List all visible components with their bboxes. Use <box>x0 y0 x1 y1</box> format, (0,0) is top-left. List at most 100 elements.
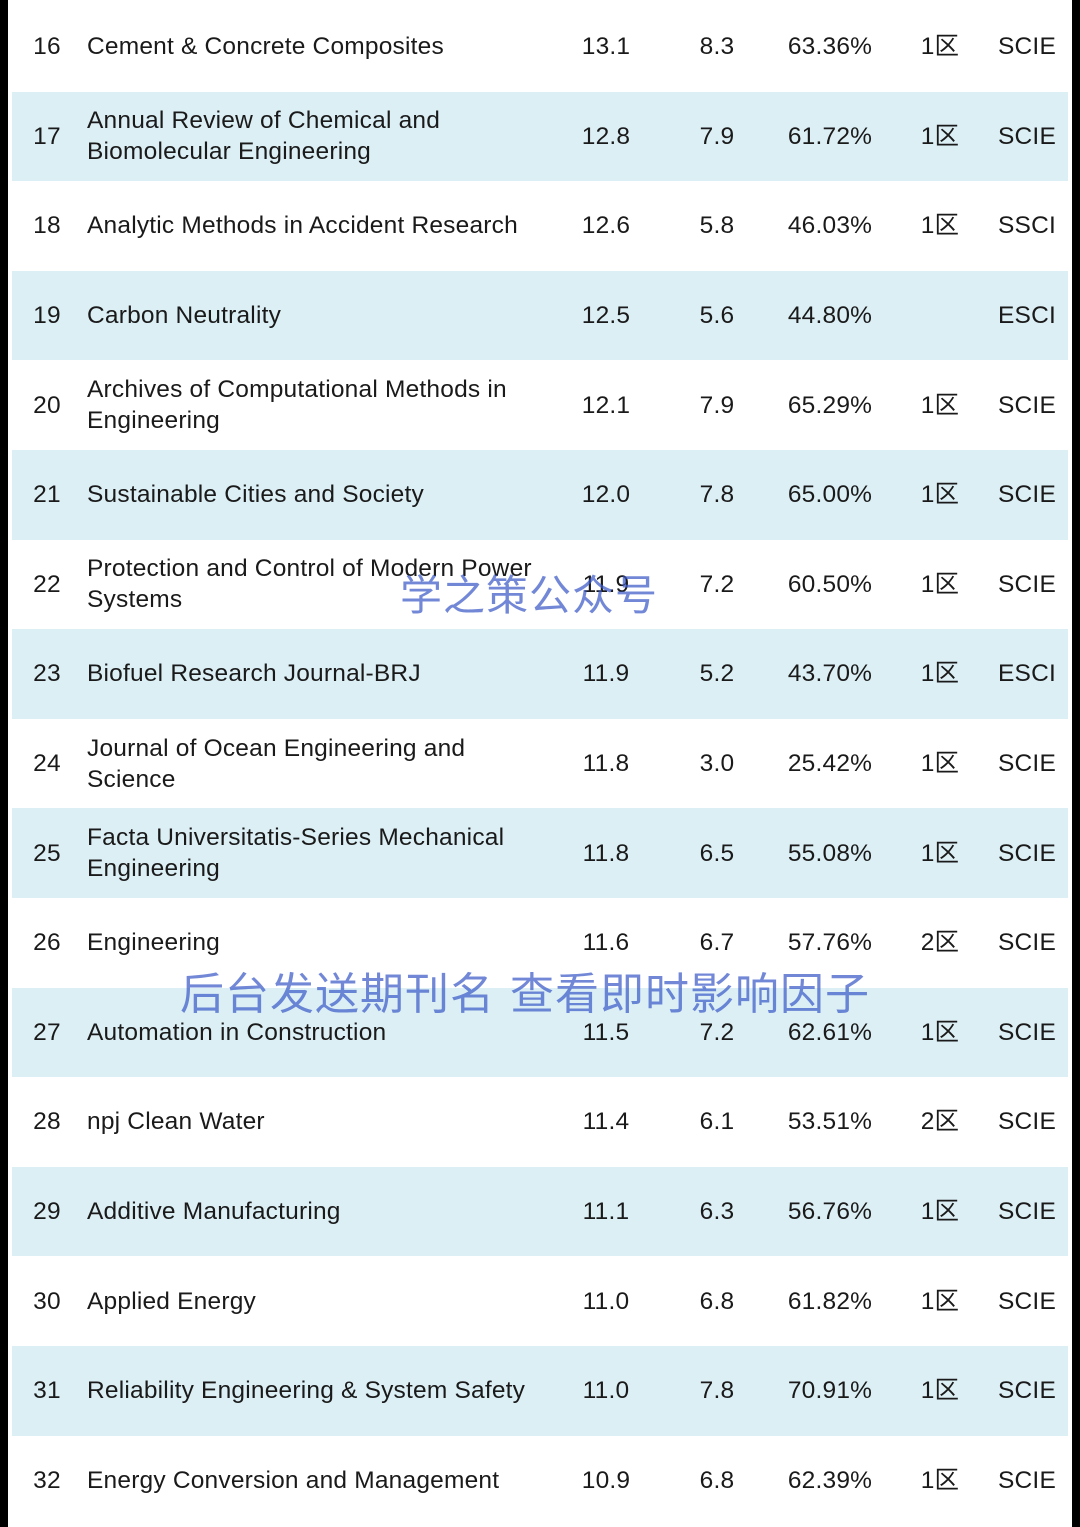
five-year-cell: 5.2 <box>699 660 735 688</box>
journal-name-cell: Applied Energy <box>87 1287 256 1315</box>
five-year-cell: 8.3 <box>699 33 735 61</box>
impact-factor-cell: 12.0 <box>581 481 631 509</box>
index-cell: SCIE <box>998 839 1056 867</box>
zone-cell: 1区 <box>920 481 960 509</box>
table-row: 17 Annual Review of Chemical and Biomolec… <box>12 91 1068 182</box>
journal-name-cell: Energy Conversion and Management <box>87 1466 500 1494</box>
journal-name-cell: npj Clean Water <box>87 1108 265 1136</box>
impact-factor-cell: 11.8 <box>582 839 630 867</box>
index-cell: SCIE <box>998 1287 1056 1315</box>
table-row: 25 Facta Universitatis-Series Mechanical … <box>12 808 1068 898</box>
rank-cell: 20 <box>33 391 61 419</box>
impact-factor-cell: 11.9 <box>582 660 630 688</box>
impact-factor-cell: 11.1 <box>582 1198 630 1226</box>
zone-cell <box>910 271 970 361</box>
rank-cell: 19 <box>33 302 61 330</box>
percent-cell: 65.29% <box>787 391 873 419</box>
percent-cell: 57.76% <box>787 929 873 957</box>
percent-cell: 62.39% <box>787 1466 873 1494</box>
table-row: 22 Protection and Control of Modern Power… <box>12 540 1068 630</box>
rank-cell: 25 <box>33 839 61 867</box>
impact-factor-cell: 12.5 <box>581 302 631 330</box>
percent-cell: 62.61% <box>787 1018 873 1046</box>
percent-cell: 43.70% <box>787 660 873 688</box>
journal-name-cell: Sustainable Cities and Society <box>87 481 424 509</box>
journal-name-cell: Reliability Engineering & System Safety <box>87 1377 526 1405</box>
journal-name-cell: Engineering <box>87 929 220 957</box>
table-row: 27 Automation in Construction 11.5 7.2 62.61… <box>12 987 1068 1078</box>
zone-cell: 1区 <box>920 1018 960 1046</box>
five-year-cell: 7.9 <box>699 391 735 419</box>
index-cell: SCIE <box>998 33 1056 61</box>
index-cell: ESCI <box>998 660 1056 688</box>
percent-cell: 61.72% <box>787 122 873 150</box>
rank-cell: 22 <box>33 570 61 598</box>
index-cell: ESCI <box>998 302 1056 330</box>
journal-name-cell: Protection and Control of Modern Power S… <box>87 555 532 614</box>
table-row: 16 Cement & Concrete Composites 13.1 8.3 63.… <box>12 2 1068 92</box>
journal-name-cell: Facta Universitatis-Series Mechanical En… <box>87 824 505 883</box>
journal-name-cell: Additive Manufacturing <box>87 1198 341 1226</box>
journal-table: 16 Cement & Concrete Composites 13.1 8.3 63.… <box>12 2 1068 1525</box>
index-cell: SCIE <box>998 750 1056 778</box>
impact-factor-cell: 11.0 <box>582 1377 630 1405</box>
percent-cell: 25.42% <box>787 750 873 778</box>
zone-cell: 1区 <box>920 1198 960 1226</box>
rank-cell: 32 <box>33 1466 61 1494</box>
index-cell: SCIE <box>998 1377 1056 1405</box>
percent-cell: 65.00% <box>787 481 873 509</box>
zone-cell: 1区 <box>920 750 960 778</box>
percent-cell: 53.51% <box>787 1108 873 1136</box>
table-row: 28 npj Clean Water 11.4 6.1 53.51% 2区 SCIE <box>12 1077 1068 1167</box>
table-row: 21 Sustainable Cities and Society 12.0 7.8 6… <box>12 449 1068 540</box>
impact-factor-cell: 11.6 <box>582 929 630 957</box>
zone-cell: 1区 <box>920 391 960 419</box>
zone-cell: 2区 <box>920 1108 960 1136</box>
journal-name-cell: Biofuel Research Journal-BRJ <box>87 660 421 688</box>
rank-cell: 16 <box>33 33 61 61</box>
zone-cell: 1区 <box>920 660 960 688</box>
zone-cell: 1区 <box>920 212 960 240</box>
rank-cell: 31 <box>33 1377 61 1405</box>
rank-cell: 17 <box>33 122 61 150</box>
five-year-cell: 7.9 <box>699 122 735 150</box>
zone-cell: 1区 <box>920 1287 960 1315</box>
rank-cell: 24 <box>33 750 61 778</box>
percent-cell: 63.36% <box>787 33 873 61</box>
five-year-cell: 6.5 <box>699 839 735 867</box>
journal-name-cell: Journal of Ocean Engineering and Science <box>87 734 466 793</box>
five-year-cell: 3.0 <box>699 750 735 778</box>
index-cell: SCIE <box>998 122 1056 150</box>
index-cell: SCIE <box>998 1018 1056 1046</box>
journal-name-cell: Annual Review of Chemical and Biomolecul… <box>87 107 441 166</box>
five-year-cell: 6.7 <box>699 929 735 957</box>
table-row: 26 Engineering 11.6 6.7 57.76% 2区 SCIE <box>12 898 1068 988</box>
percent-cell: 60.50% <box>787 570 873 598</box>
percent-cell: 56.76% <box>787 1198 873 1226</box>
table-row: 29 Additive Manufacturing 11.1 6.3 56.76% 1区 S… <box>12 1166 1068 1257</box>
journal-name-cell: Archives of Computational Methods in Eng… <box>87 376 507 435</box>
rank-cell: 27 <box>33 1018 61 1046</box>
impact-factor-cell: 11.0 <box>582 1287 630 1315</box>
impact-factor-cell: 12.6 <box>581 212 631 240</box>
impact-factor-cell: 12.1 <box>581 391 631 419</box>
zone-cell: 1区 <box>920 122 960 150</box>
journal-name-cell: Analytic Methods in Accident Research <box>87 212 518 240</box>
table-row: 18 Analytic Methods in Accident Research 1… <box>12 181 1068 271</box>
table-row: 32 Energy Conversion and Management 10.9 6.… <box>12 1436 1068 1526</box>
impact-factor-cell: 11.9 <box>582 570 630 598</box>
right-border <box>1072 0 1080 1527</box>
impact-factor-cell: 10.9 <box>581 1466 631 1494</box>
rank-cell: 30 <box>33 1287 61 1315</box>
journal-name-cell: Automation in Construction <box>87 1018 387 1046</box>
rank-cell: 29 <box>33 1198 61 1226</box>
rank-cell: 26 <box>33 929 61 957</box>
five-year-cell: 7.8 <box>699 481 735 509</box>
zone-cell: 1区 <box>920 33 960 61</box>
journal-name-cell: Cement & Concrete Composites <box>87 33 444 61</box>
table-row: 30 Applied Energy 11.0 6.8 61.82% 1区 SCIE <box>12 1256 1068 1346</box>
five-year-cell: 7.8 <box>699 1377 735 1405</box>
percent-cell: 44.80% <box>787 302 873 330</box>
five-year-cell: 7.2 <box>699 1018 735 1046</box>
